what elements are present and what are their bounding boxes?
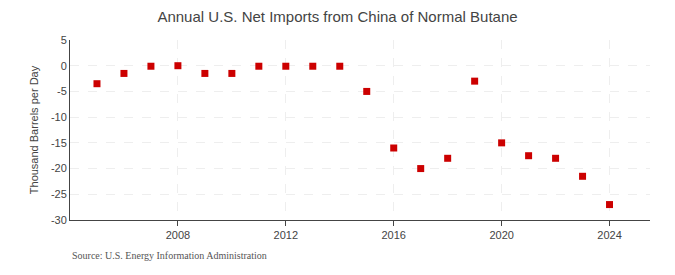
svg-text:-25: -25 [51, 188, 67, 200]
svg-text:2012: 2012 [274, 229, 298, 241]
svg-text:0: 0 [61, 60, 67, 72]
svg-text:Annual U.S. Net Imports from C: Annual U.S. Net Imports from China of No… [157, 8, 517, 25]
svg-text:2020: 2020 [489, 229, 513, 241]
svg-text:Thousand Barrels per Day: Thousand Barrels per Day [28, 65, 40, 194]
svg-text:2008: 2008 [166, 229, 190, 241]
svg-text:2016: 2016 [381, 229, 405, 241]
svg-text:-15: -15 [51, 137, 67, 149]
svg-text:-20: -20 [51, 162, 67, 174]
svg-text:5: 5 [61, 34, 67, 46]
svg-text:2024: 2024 [597, 229, 621, 241]
svg-text:Source: U.S. Energy Informatio: Source: U.S. Energy Information Administ… [72, 250, 267, 261]
svg-text:-10: -10 [51, 111, 67, 123]
svg-text:-30: -30 [51, 214, 67, 226]
svg-text:-5: -5 [57, 85, 67, 97]
